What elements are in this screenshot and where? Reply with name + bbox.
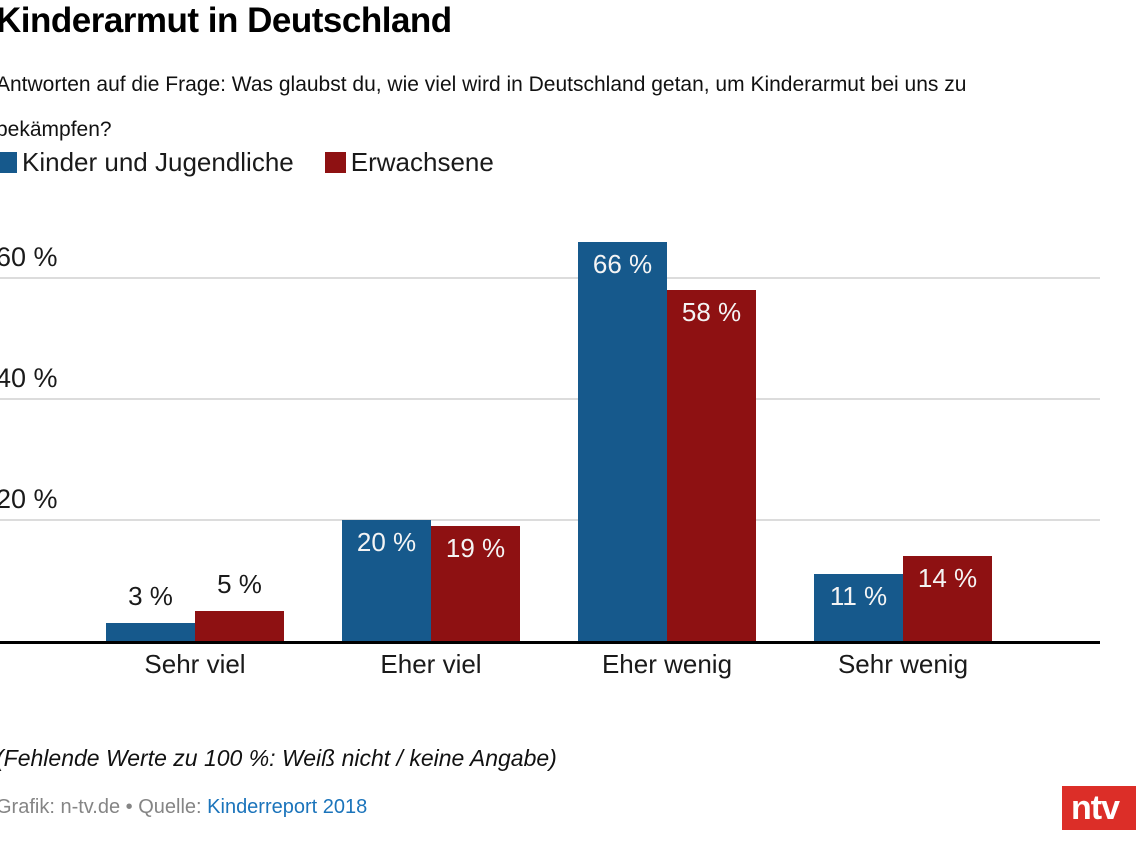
gridline-20 bbox=[0, 519, 1100, 521]
footnote: (Fehlende Werte zu 100 %: Weiß nicht / k… bbox=[0, 745, 557, 771]
bar-value-erwachsene-eher-viel: 19 % bbox=[445, 533, 506, 563]
legend-swatch-kinder bbox=[0, 152, 17, 173]
x-axis-label-sehr-wenig: Sehr wenig bbox=[837, 649, 969, 679]
subtitle-line-2: bekämpfen? bbox=[0, 118, 112, 141]
x-axis-line bbox=[0, 641, 1100, 644]
x-axis-label-eher-viel: Eher viel bbox=[380, 649, 482, 679]
gridline-60 bbox=[0, 277, 1100, 279]
bar-value-kinder-eher-wenig: 66 % bbox=[592, 249, 653, 279]
x-axis-label-sehr-viel: Sehr viel bbox=[144, 649, 246, 679]
bar-value-kinder-eher-viel: 20 % bbox=[356, 527, 417, 557]
bar-value-kinder-sehr-wenig: 11 % bbox=[829, 581, 888, 611]
legend-item-kinder: Kinder und Jugendliche bbox=[0, 147, 294, 178]
bar-erwachsene-eher-viel bbox=[431, 526, 520, 641]
bar-kinder-eher-wenig bbox=[578, 242, 667, 641]
y-axis-tick-40: 40 % bbox=[0, 363, 58, 393]
bar-value-erwachsene-sehr-viel: 5 % bbox=[217, 569, 262, 599]
bar-value-erwachsene-sehr-wenig: 14 % bbox=[917, 563, 978, 593]
gridline-40 bbox=[0, 398, 1100, 400]
ntv-logo: ntv bbox=[1062, 786, 1136, 830]
chart-legend: Kinder und Jugendliche Erwachsene bbox=[0, 147, 494, 178]
legend-label-erwachsene: Erwachsene bbox=[350, 147, 494, 177]
legend-swatch-erwachsene bbox=[324, 152, 346, 173]
legend-item-erwachsene: Erwachsene bbox=[324, 147, 494, 178]
source-link[interactable]: Kinderreport 2018 bbox=[207, 796, 368, 818]
bar-kinder-sehr-viel bbox=[106, 623, 195, 641]
bar-erwachsene-sehr-viel bbox=[195, 611, 284, 641]
bar-value-erwachsene-eher-wenig: 58 % bbox=[681, 297, 742, 327]
bar-kinder-sehr-wenig bbox=[814, 574, 903, 641]
source-credit-text: Grafik: n-tv.de • Quelle: bbox=[0, 796, 208, 818]
bar-value-kinder-sehr-viel: 3 % bbox=[128, 581, 173, 611]
ntv-logo-text: ntv bbox=[1071, 788, 1120, 827]
subtitle: Antworten auf die Frage: Was glaubst du,… bbox=[0, 62, 966, 152]
subtitle-line-1: Antworten auf die Frage: Was glaubst du,… bbox=[0, 73, 967, 96]
y-axis-tick-60: 60 % bbox=[0, 242, 58, 272]
x-axis-label-eher-wenig: Eher wenig bbox=[601, 649, 733, 679]
legend-label-kinder: Kinder und Jugendliche bbox=[22, 147, 294, 177]
bar-erwachsene-sehr-wenig bbox=[903, 556, 992, 641]
bar-kinder-eher-viel bbox=[342, 520, 431, 641]
page-title: Kinderarmut in Deutschland bbox=[0, 1, 452, 40]
y-axis-tick-20: 20 % bbox=[0, 484, 58, 514]
source-line: Grafik: n-tv.de • Quelle: Kinderreport 2… bbox=[0, 796, 367, 819]
bar-erwachsene-eher-wenig bbox=[667, 290, 756, 641]
